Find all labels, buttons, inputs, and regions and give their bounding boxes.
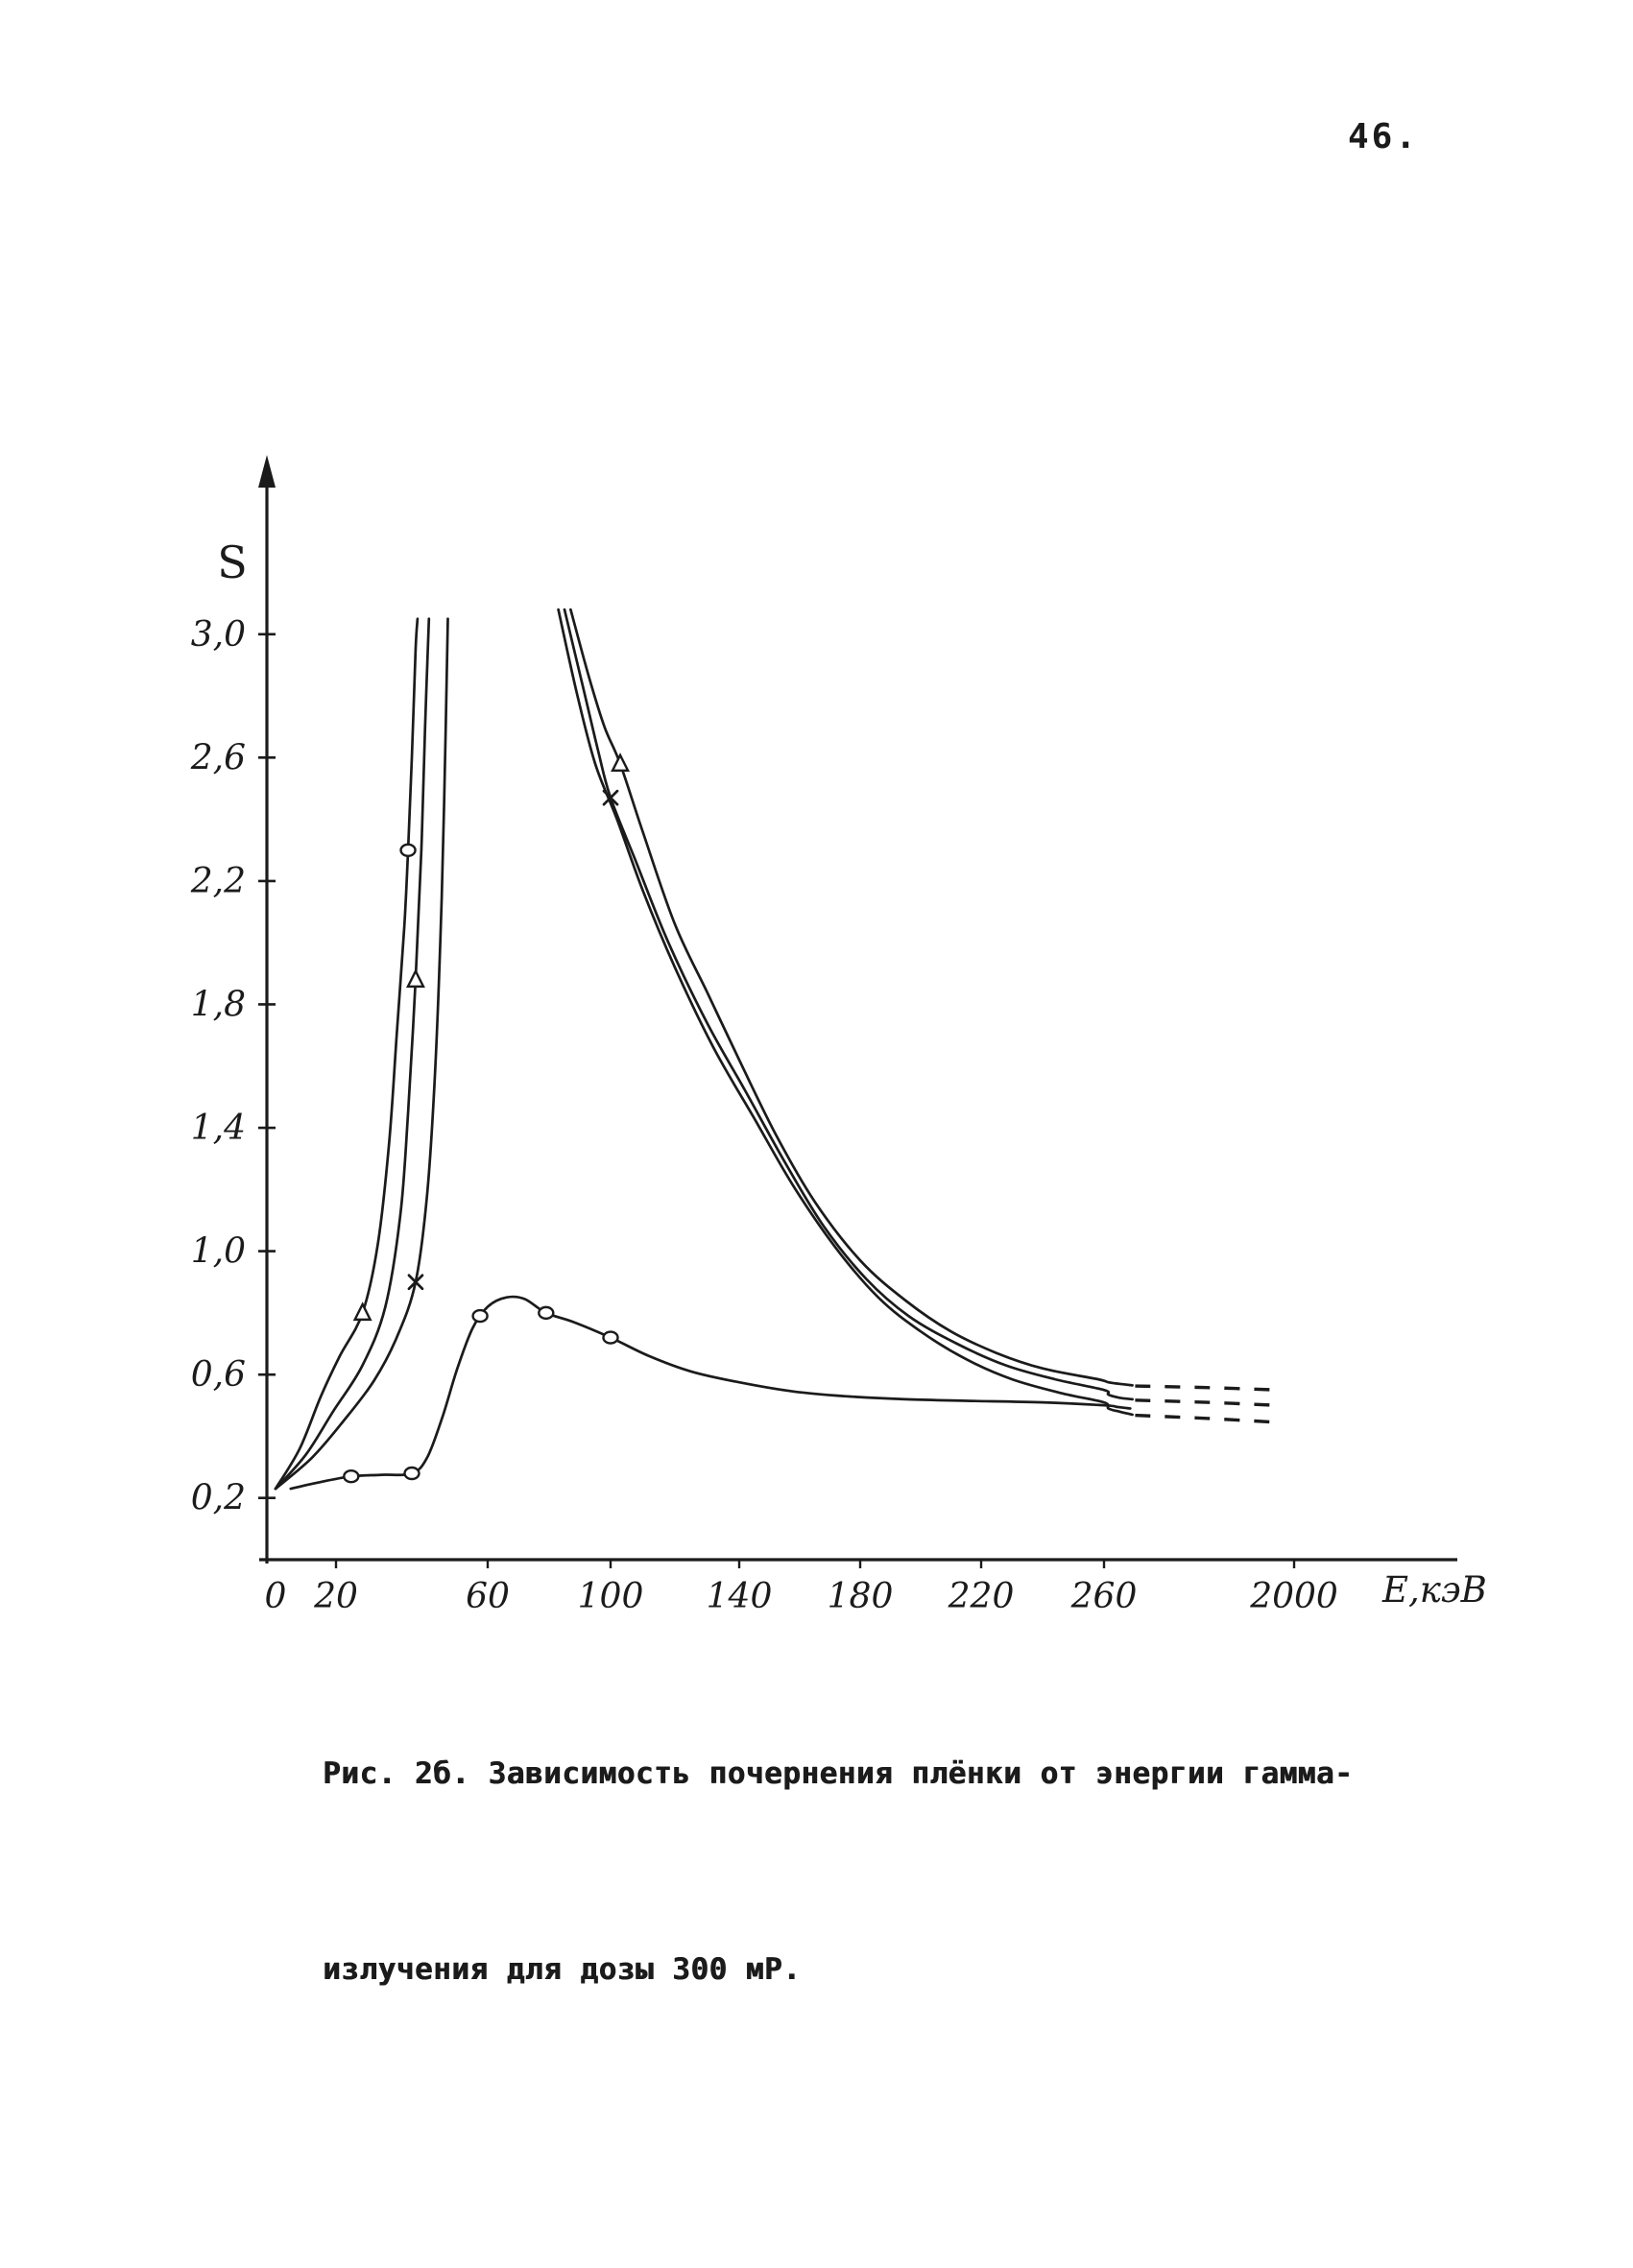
x-tick-label: 260 [1070,1577,1138,1616]
x-tick-label: 140 [707,1577,773,1616]
x-tick-label: 100 [578,1577,644,1616]
curve-descending-film-3 [557,608,1134,1417]
y-axis-title: S [217,537,248,588]
curve-descending-film-2-dashed-tail [1135,1398,1280,1407]
x-tick-label: 2000 [1249,1577,1338,1616]
marker-circle [343,1469,360,1484]
page-number: 46. [1348,117,1420,156]
y-tick-label: 2,6 [190,738,246,777]
y-tick-label: 1,8 [191,985,246,1024]
y-tick-label: 1,4 [191,1109,246,1148]
x-tick-label: 0 [265,1577,287,1616]
curve-low-sensitivity-film [289,1295,1132,1491]
marker-circle [403,1466,420,1481]
y-axis-arrowhead [258,455,276,488]
marker-cross [407,1274,424,1291]
marker-triangle [352,1301,372,1322]
curve-steep-film-2 [274,617,431,1491]
y-tick-label: 0,2 [191,1479,246,1518]
y-tick-label: 0,6 [191,1355,246,1395]
caption-line-1: Рис. 2б. Зависимость почернения плёнки о… [323,1756,1354,1791]
curve-descending-film-3-dashed-tail [1135,1413,1280,1424]
x-tick-label: 180 [828,1577,894,1616]
curve-steep-film-1 [274,617,420,1491]
y-tick-label: 3,0 [191,615,246,655]
marker-circle [399,843,417,857]
x-tick-label: 220 [948,1577,1015,1616]
marker-circle [471,1308,489,1324]
y-tick-label: 2,2 [190,862,246,901]
x-axis-title: Е,кэВ [1381,1569,1487,1611]
x-tick-label: 20 [313,1577,358,1616]
marker-triangle [611,752,630,772]
curve-descending-film-1-dashed-tail [1135,1384,1280,1392]
curve-descending-film-2 [563,608,1134,1401]
y-tick-label: 1,0 [191,1232,246,1272]
marker-circle [602,1330,619,1345]
marker-circle [538,1305,555,1321]
curve-steep-film-3 [274,617,449,1491]
marker-triangle [406,968,425,988]
caption-line-2: излучения для дозы 300 мР. [323,1952,802,1987]
figure-caption: Рис. 2б. Зависимость почернения плёнки о… [323,1611,1353,2133]
x-tick-label: 60 [466,1577,510,1616]
marker-cross [602,789,619,806]
